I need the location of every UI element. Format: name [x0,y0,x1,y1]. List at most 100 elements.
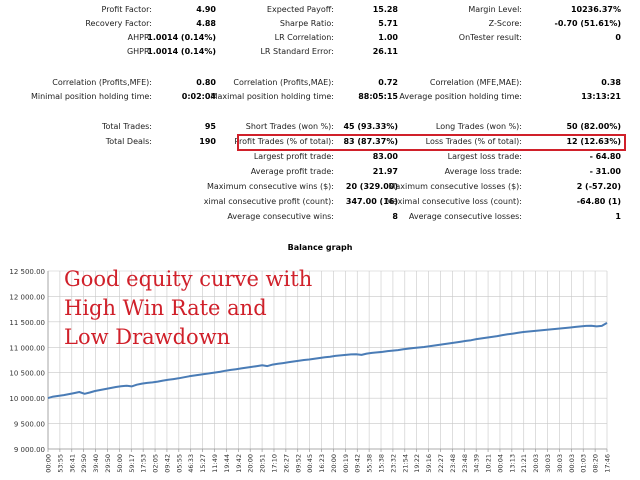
annotation-line-3: Low Drawdown [64,325,231,349]
x-tick-label: 46:33 [187,454,195,473]
x-tick-label: 30:03 [556,454,564,473]
stat-label: Correlation (MFE,MAE): [429,78,522,87]
x-tick-label: 22:27 [437,454,445,473]
x-tick-label: 08:20 [592,454,600,473]
stat-label: Maximal consecutive loss (count): [385,197,522,206]
y-tick-label: 10 000.00 [9,395,45,403]
stat-label: ximal consecutive profit (count): [203,197,334,206]
x-tick-label: 59:17 [128,454,136,473]
x-tick-label: 17:46 [604,454,612,473]
stat-value: 95 [204,122,216,131]
stat-value: 1 [615,212,621,221]
stat-label: Total Deals: [105,137,152,146]
x-tick-label: 00:04 [496,454,504,473]
stat-label: Margin Level: [468,5,522,14]
stat-label: Correlation (Profits,MFE): [52,78,152,87]
stat-value: 347.00 (16) [345,197,398,206]
stat-label: Loss Trades (% of total): [425,137,522,146]
stat-label: Profit Factor: [101,5,152,14]
highlight-box-profit-loss-trades [237,134,626,151]
x-tick-label: 19:44 [223,454,231,473]
x-tick-label: 36:41 [68,454,76,473]
annotation-line-1: Good equity curve with [64,267,313,291]
x-tick-label: 00:45 [306,454,314,473]
stat-value: 12 (12.63%) [566,137,621,146]
x-tick-label: 59:16 [425,454,433,473]
x-tick-label: 16:23 [318,454,326,473]
stat-value: - 31.00 [589,167,621,176]
x-tick-label: 29:50 [80,454,88,473]
stat-label: Maximum consecutive losses ($): [388,182,522,191]
stat-value: 8 [392,212,398,221]
x-tick-label: 19:22 [413,454,421,473]
stat-value: 10236.37% [570,5,621,14]
x-tick-label: 20:51 [259,454,267,473]
x-tick-label: 55:38 [366,454,374,473]
stat-label: Recovery Factor: [85,19,152,28]
stat-value: 83 (87.37%) [343,137,398,146]
y-tick-label: 11 000.00 [9,344,45,352]
stat-value: - 64.80 [589,152,621,161]
stat-value: 21.97 [372,167,398,176]
stat-value: 1.0014 (0.14%) [147,47,216,56]
stat-label: Correlation (Profits,MAE): [233,78,334,87]
x-tick-label: 17:53 [140,454,148,473]
stat-label: Sharpe Ratio: [279,19,334,28]
stat-value: -64.80 (1) [576,197,621,206]
stat-value: 190 [199,137,216,146]
x-tick-label: 19:42 [235,454,243,473]
x-tick-label: 09:42 [163,454,171,473]
x-tick-label: 17:10 [270,454,278,473]
stat-value: 2 (-57.20) [576,182,621,191]
stat-value: 88:05:15 [358,92,398,101]
y-tick-label: 11 500.00 [9,319,45,327]
x-tick-label: 30:03 [544,454,552,473]
x-tick-label: 26:27 [282,454,290,473]
x-tick-label: 15:38 [378,454,386,473]
results-stats-panel: Profit Factor: 4.90 Expected Payoff: 15.28 M… [0,0,640,230]
stat-value: 0.38 [601,78,621,87]
x-tick-label: 01:03 [580,454,588,473]
x-tick-label: 23:48 [449,454,457,473]
x-tick-label: 00:00 [45,454,53,473]
stat-value: 1.0014 (0.14%) [147,33,216,42]
x-tick-label: 21:21 [520,454,528,473]
stat-label: Short Trades (won %): [245,122,334,131]
y-tick-label: 10 500.00 [9,370,45,378]
x-tick-label: 13:13 [508,454,516,473]
stat-value: 1.00 [378,33,398,42]
stat-label: Average consecutive losses: [408,212,522,221]
stat-value: 83.00 [372,152,398,161]
x-tick-label: 39:40 [92,454,100,473]
x-tick-label: 53:55 [56,454,64,473]
x-tick-label: 15:27 [199,454,207,473]
stat-label: Average loss trade: [444,167,522,176]
x-tick-label: 20:00 [247,454,255,473]
stat-label: Profit Trades (% of total): [234,137,334,146]
x-tick-label: 23:32 [389,454,397,473]
stat-value: 0.80 [196,78,216,87]
graph-title: Balance graph [287,243,353,252]
stat-value: 4.90 [196,5,216,14]
stat-value: 50 (82.00%) [566,122,621,131]
y-tick-label: 12 500.00 [9,268,45,276]
stat-label: Average position holding time: [399,92,522,101]
x-tick-label: 50:00 [116,454,124,473]
y-tick-label: 12 000.00 [9,293,45,301]
x-tick-label: 20:03 [532,454,540,473]
x-tick-label: 00:03 [568,454,576,473]
stat-label: Maximum consecutive wins ($): [206,182,334,191]
stat-label: Average consecutive wins: [227,212,334,221]
x-tick-label: 00:19 [342,454,350,473]
stat-label: Largest profit trade: [253,152,334,161]
annotation-line-2: High Win Rate and [64,296,267,320]
x-tick-label: 09:42 [354,454,362,473]
stat-label: Long Trades (won %): [435,122,522,131]
stat-label: LR Correlation: [274,33,334,42]
x-tick-label: 21:54 [401,454,409,473]
stat-value: 0 [615,33,621,42]
stat-value: 20 (329.00) [345,182,398,191]
stat-value: 45 (93.33%) [343,122,398,131]
stat-label: LR Standard Error: [260,47,334,56]
stat-value: 26.11 [372,47,398,56]
